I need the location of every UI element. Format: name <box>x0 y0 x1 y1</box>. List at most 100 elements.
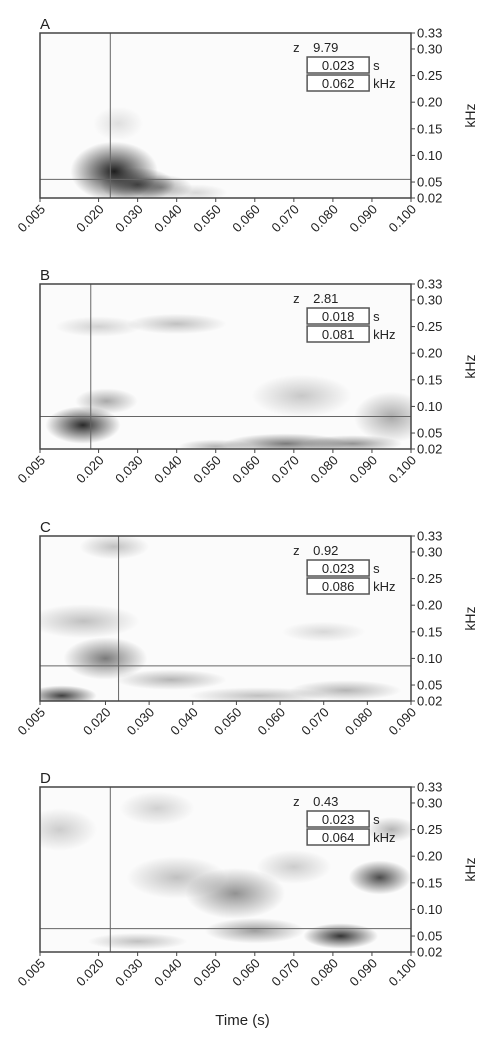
panel-d: D 0.330.30 0.25 0.20 0.15 0.10 0.050.02 kHz 0.00… <box>15 770 478 989</box>
x-tick-label: 0.040 <box>151 453 185 487</box>
y-tick-label: 0.33 <box>417 529 442 544</box>
readout-time-box <box>306 56 370 74</box>
readout-freq-unit: kHz <box>373 579 395 594</box>
intensity-blob <box>251 374 352 418</box>
x-tick-label: 0.070 <box>268 956 302 990</box>
x-tick-label: 0.030 <box>112 453 146 487</box>
panel-label: C <box>40 519 51 536</box>
x-tick-label: 0.090 <box>386 705 420 739</box>
readout-time-box <box>306 307 370 325</box>
y-tick-label: 0.30 <box>417 544 442 559</box>
intensity-map <box>40 791 411 950</box>
readout-z-label: z <box>293 543 300 558</box>
panel-label: A <box>40 16 50 33</box>
intensity-blob <box>40 808 98 851</box>
y-tick-label: 0.33 <box>417 26 442 41</box>
y-tick-label: 0.02 <box>417 945 442 960</box>
x-tick-label: 0.040 <box>151 202 185 236</box>
readout-freq-box <box>306 325 370 343</box>
y-tick-label: 0.15 <box>417 875 442 890</box>
y-tick-label: 0.15 <box>417 372 442 387</box>
panel-b: B 0.330.30 0.25 0.20 0.15 0.10 0.050.02 kHz 0.00… <box>15 267 478 486</box>
panel-a: A 0.330.30 0.25 0.20 0.15 0.10 0.050.02 kHz 0.00… <box>15 16 478 235</box>
readout-time-unit: s <box>373 309 380 324</box>
intensity-blob <box>93 106 144 141</box>
intensity-blob <box>79 536 150 560</box>
readout-freq-box <box>306 577 370 595</box>
intensity-blob <box>63 637 148 680</box>
x-tick-label: 0.030 <box>112 956 146 990</box>
intensity-map <box>70 106 228 198</box>
y-tick-label: 0.25 <box>417 822 442 837</box>
readout-time-value: 0.023 <box>322 561 355 576</box>
readout-time-value: 0.018 <box>322 309 355 324</box>
y-tick-label: 0.30 <box>417 292 442 307</box>
x-tick-label: 0.040 <box>167 705 201 739</box>
x-tick-label: 0.050 <box>211 705 245 739</box>
x-tick-label: 0.060 <box>229 453 263 487</box>
readout-z-label: z <box>293 40 300 55</box>
plot-frame <box>39 786 412 953</box>
readout-z-label: z <box>293 794 300 809</box>
x-tick-label: 0.005 <box>15 202 49 236</box>
x-tick-label: 0.020 <box>73 956 107 990</box>
intensity-map <box>45 313 411 449</box>
readout-z-value: 2.81 <box>313 291 338 306</box>
y-tick-label: 0.30 <box>417 41 442 56</box>
intensity-blob <box>119 791 195 826</box>
plot-frame <box>39 535 412 702</box>
intensity-blob <box>87 932 188 950</box>
y-tick-label: 0.33 <box>417 780 442 795</box>
y-tick-label: 0.33 <box>417 277 442 292</box>
plot-frame <box>39 32 412 199</box>
intensity-blob <box>115 669 227 690</box>
intensity-blob <box>126 313 227 335</box>
x-tick-label: 0.080 <box>307 202 341 236</box>
readout-freq-value: 0.086 <box>322 579 355 594</box>
y-tick-label: 0.15 <box>417 624 442 639</box>
y-axis-label: kHz <box>462 354 478 378</box>
readout-freq-box <box>306 828 370 846</box>
readout-freq-value: 0.064 <box>322 830 355 845</box>
x-tick-label: 0.020 <box>73 453 107 487</box>
x-tick-label: 0.030 <box>112 202 146 236</box>
readout-z-value: 9.79 <box>313 40 338 55</box>
y-axis-label: kHz <box>462 606 478 630</box>
x-tick-label: 0.020 <box>80 705 114 739</box>
y-tick-label: 0.05 <box>417 175 442 190</box>
readout-freq-unit: kHz <box>373 830 395 845</box>
x-tick-label: 0.050 <box>190 202 224 236</box>
panel-c: C 0.330.30 0.25 0.20 0.15 0.10 0.050.02 kHz 0.00… <box>15 519 478 738</box>
y-tick-label: 0.30 <box>417 795 442 810</box>
y-tick-label: 0.10 <box>417 399 442 414</box>
x-tick-label: 0.100 <box>386 956 420 990</box>
x-tick-label: 0.020 <box>73 202 107 236</box>
y-tick-label: 0.10 <box>417 902 442 917</box>
readout-freq-value: 0.081 <box>322 327 355 342</box>
x-tick-label: 0.005 <box>15 956 49 990</box>
y-tick-label: 0.05 <box>417 929 442 944</box>
intensity-blob <box>185 867 286 919</box>
readout-time-value: 0.023 <box>322 812 355 827</box>
x-tick-label: 0.070 <box>298 705 332 739</box>
intensity-blob <box>40 685 97 701</box>
intensity-blob <box>289 680 402 701</box>
y-tick-label: 0.05 <box>417 426 442 441</box>
x-tick-label: 0.060 <box>229 202 263 236</box>
y-tick-label: 0.02 <box>417 694 442 709</box>
intensity-blob <box>75 388 138 414</box>
readout-time-box <box>306 559 370 577</box>
y-tick-label: 0.25 <box>417 68 442 83</box>
y-tick-label: 0.20 <box>417 598 442 613</box>
x-tick-label: 0.070 <box>268 202 302 236</box>
x-tick-label: 0.080 <box>307 956 341 990</box>
x-tick-label: 0.030 <box>124 705 158 739</box>
x-tick-label: 0.005 <box>15 453 49 487</box>
readout-freq-value: 0.062 <box>322 76 355 91</box>
readout-time-unit: s <box>373 561 380 576</box>
x-tick-label: 0.090 <box>346 956 380 990</box>
y-tick-label: 0.10 <box>417 651 442 666</box>
intensity-blob <box>366 816 411 843</box>
intensity-blob <box>256 849 332 884</box>
